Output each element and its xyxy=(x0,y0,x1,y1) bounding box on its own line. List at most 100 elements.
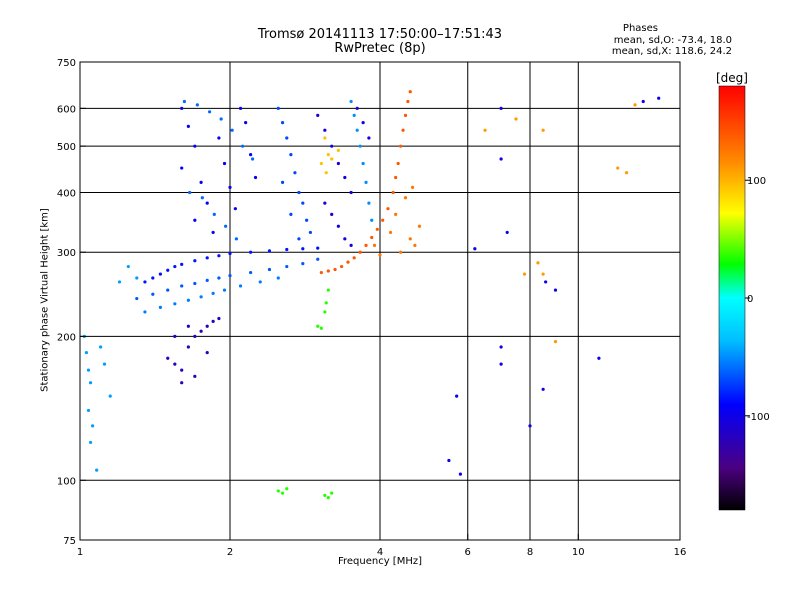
phase-point xyxy=(173,334,177,338)
phase-point xyxy=(403,196,408,200)
phase-point xyxy=(199,295,203,299)
phase-point xyxy=(228,185,232,189)
phase-point xyxy=(249,153,253,157)
colorbar-label: [deg] xyxy=(716,71,748,85)
phase-point xyxy=(126,264,130,269)
stats-line-o: mean, sd,O: -73.4, 18.0 xyxy=(613,35,732,46)
phase-point xyxy=(326,495,330,500)
phase-point xyxy=(180,166,184,170)
phase-point xyxy=(544,280,548,284)
phase-point xyxy=(326,153,330,157)
phase-point xyxy=(370,235,374,240)
phase-point xyxy=(135,276,139,280)
phase-point xyxy=(151,292,155,296)
phase-point xyxy=(316,324,320,328)
phase-point xyxy=(324,301,328,305)
trace-green xyxy=(276,288,334,500)
phase-point xyxy=(396,161,400,166)
phase-point xyxy=(355,106,359,110)
chart-title: Tromsø 20141113 17:50:00–17:51:43 xyxy=(257,27,503,42)
phase-point xyxy=(186,298,190,302)
phase-point xyxy=(333,267,337,272)
phase-point xyxy=(408,237,412,241)
x-tick-label: 16 xyxy=(674,547,687,558)
phase-point xyxy=(346,260,350,264)
phase-point xyxy=(370,218,374,222)
phase-point xyxy=(324,171,328,175)
phase-point xyxy=(375,227,379,231)
phase-point xyxy=(358,250,362,254)
phase-point xyxy=(182,99,186,104)
phase-point xyxy=(293,171,297,175)
phase-point xyxy=(230,128,234,132)
phase-point xyxy=(410,185,415,189)
trace-yellow xyxy=(319,136,340,175)
x-tick-label: 2 xyxy=(227,547,233,558)
phase-point xyxy=(355,128,359,132)
phase-point xyxy=(285,136,289,140)
phase-point xyxy=(343,237,347,241)
phase-point xyxy=(276,276,280,280)
phase-point xyxy=(222,161,227,166)
trace-lowband xyxy=(82,264,139,472)
phase-point xyxy=(386,207,390,211)
phase-point xyxy=(193,334,197,338)
phase-point xyxy=(91,424,95,428)
phase-point xyxy=(249,250,253,254)
y-tick-label: 600 xyxy=(57,104,76,115)
phase-point xyxy=(499,106,503,110)
phase-point xyxy=(378,253,382,257)
phase-point xyxy=(319,326,323,330)
phase-point xyxy=(250,157,255,161)
phase-point xyxy=(211,230,215,235)
phase-point xyxy=(330,144,334,148)
phase-point xyxy=(193,218,197,222)
phase-point xyxy=(95,468,99,472)
colorbar-ticks: 100 0 -100 xyxy=(745,176,770,423)
phase-point xyxy=(364,243,368,248)
colorbar-tick-label: -100 xyxy=(747,412,770,423)
x-tick-label: 8 xyxy=(527,547,533,558)
phase-point xyxy=(205,278,209,282)
phase-point xyxy=(151,276,155,280)
phase-point xyxy=(234,237,238,241)
phase-point xyxy=(238,106,243,110)
x-tick-label: 6 xyxy=(465,547,471,558)
phase-point xyxy=(258,280,262,284)
phase-point xyxy=(399,250,403,254)
phase-point xyxy=(173,362,177,366)
colorbar xyxy=(718,85,746,511)
phase-point xyxy=(316,113,320,117)
phase-point xyxy=(186,324,190,328)
phase-point xyxy=(361,161,365,166)
x-tick-label: 4 xyxy=(377,547,383,558)
phase-point xyxy=(193,259,197,263)
phase-point xyxy=(401,128,405,132)
phase-point xyxy=(180,262,184,266)
phase-point xyxy=(166,356,170,360)
phase-point xyxy=(403,113,408,117)
phase-point xyxy=(280,491,285,495)
phase-point xyxy=(323,310,327,314)
phase-point xyxy=(180,368,184,372)
phase-point xyxy=(308,230,313,235)
phase-point xyxy=(597,356,601,360)
phase-point xyxy=(349,99,353,104)
phase-point xyxy=(285,264,289,269)
phase-point xyxy=(280,180,285,184)
phase-point xyxy=(297,237,301,241)
phase-point xyxy=(244,121,248,125)
stats-line-x: mean, sd,X: 118.6, 24.2 xyxy=(611,46,732,57)
phase-point xyxy=(541,272,545,276)
phase-point xyxy=(624,171,629,175)
colorbar-tick-label: 0 xyxy=(747,294,753,305)
x-axis-label: Frequency [MHz] xyxy=(337,556,423,567)
x-tick-label: 10 xyxy=(572,547,585,558)
phase-point xyxy=(541,128,545,132)
phase-point xyxy=(211,319,215,323)
phase-point xyxy=(297,190,301,195)
trace-sparse xyxy=(447,96,661,476)
phase-point xyxy=(528,424,532,428)
trace-ledge-2 xyxy=(135,257,320,301)
phase-point xyxy=(301,261,305,266)
